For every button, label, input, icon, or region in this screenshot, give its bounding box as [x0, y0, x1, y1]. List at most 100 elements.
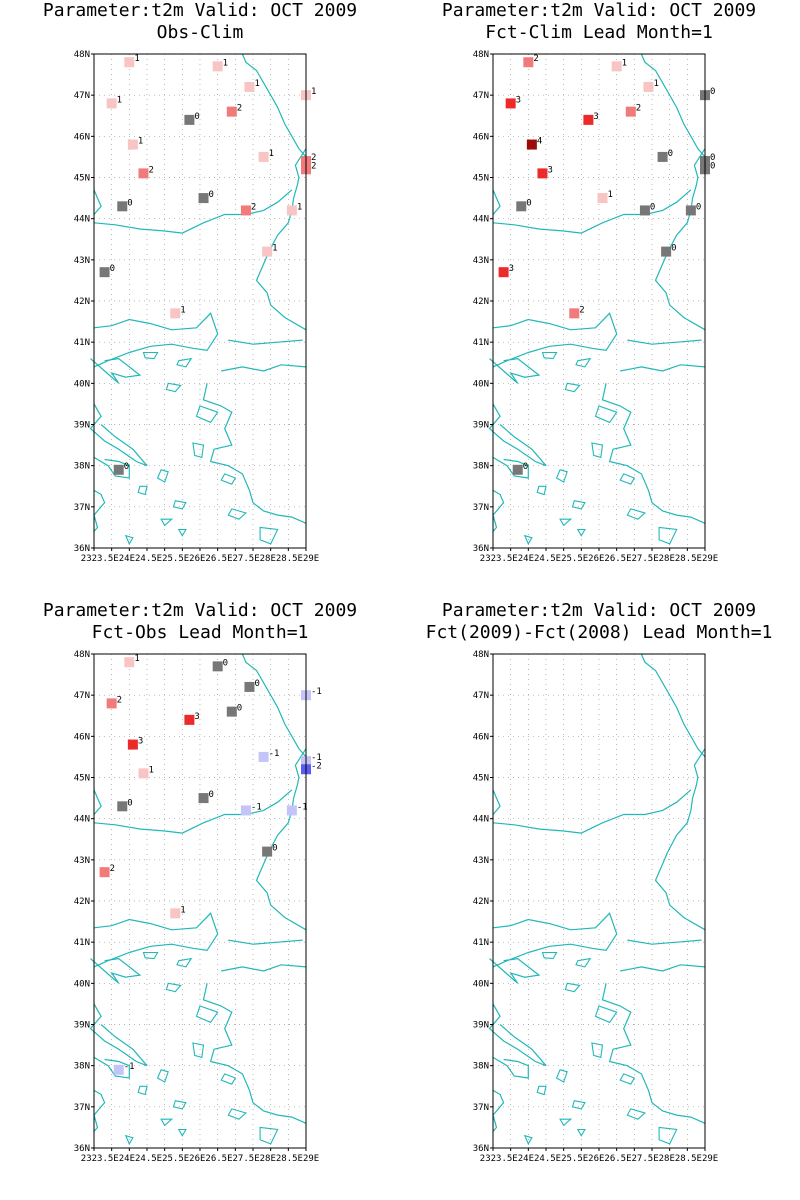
island-outline	[137, 485, 148, 496]
coastline-segment	[90, 357, 142, 384]
lat-tick-label: 36N	[473, 544, 489, 554]
island-outline	[591, 442, 604, 459]
lat-tick-label: 46N	[473, 132, 489, 142]
island-outline	[160, 1118, 174, 1127]
station-value-label: 0	[127, 798, 132, 808]
island-outline	[220, 473, 237, 485]
island-outline	[564, 982, 581, 993]
station-marker	[170, 308, 181, 319]
station-value-label: 2	[251, 202, 256, 212]
coastline-segment	[492, 489, 505, 532]
panel-title-line2: Obs-Clim	[157, 22, 244, 43]
station-value-label: -1	[251, 802, 262, 812]
station-value-label: 1	[272, 244, 277, 254]
station-marker	[127, 739, 138, 750]
station-value-label: 2	[533, 54, 538, 64]
map-panel-fct-clim: Parameter:t2m Valid: OCT 2009 Fct-Clim L…	[442, 0, 756, 564]
coastline	[488, 653, 706, 1146]
station-marker	[113, 1064, 124, 1075]
station-value-label: 0	[209, 790, 214, 800]
coastline-segment	[492, 189, 692, 234]
coastline-segment	[492, 456, 529, 479]
map-grid	[493, 654, 705, 1148]
longitude-axis-labels: 2323.5E24E24.5E25.5E26E26.5E27.5E28E28.5…	[81, 554, 319, 564]
station-marker	[124, 657, 135, 668]
station-marker	[498, 267, 509, 278]
coastline-segment	[241, 653, 307, 758]
coastline-segment	[93, 1056, 130, 1079]
coastline-segment	[492, 189, 501, 215]
island-outline	[571, 500, 586, 510]
island-outline	[575, 957, 592, 968]
island-outline	[536, 1085, 547, 1096]
coastline-segment	[489, 957, 541, 984]
station-marker	[226, 106, 237, 117]
lat-tick-label: 38N	[74, 462, 90, 472]
coastline-segment	[492, 312, 618, 368]
station-value-label: 2	[117, 695, 122, 705]
lat-tick-label: 48N	[74, 50, 90, 60]
station-marker	[516, 201, 527, 212]
coastline-segment	[492, 789, 501, 815]
station-value-label: 1	[608, 190, 613, 200]
coastline-segment	[601, 383, 706, 524]
station-marker	[99, 867, 110, 878]
station-value-label: 3	[194, 712, 199, 722]
island-outline	[165, 982, 182, 993]
coastline-segment	[627, 939, 702, 945]
lat-tick-label: 47N	[473, 691, 489, 701]
coastline-segment	[221, 364, 307, 372]
station-value-label: 0	[124, 462, 129, 472]
island-outline	[156, 1069, 169, 1083]
coastline-segment	[93, 789, 102, 815]
station-marker	[198, 793, 209, 804]
station-value-label: 1	[134, 654, 139, 664]
island-outline	[658, 1126, 678, 1145]
island-outline	[259, 526, 279, 545]
station-marker	[244, 81, 255, 92]
lat-tick-label: 46N	[473, 732, 489, 742]
station-marker	[537, 168, 548, 179]
map-grid	[493, 54, 705, 548]
station-marker	[117, 801, 128, 812]
island-outline	[576, 528, 586, 537]
island-outline	[541, 951, 558, 960]
station-marker	[198, 193, 209, 204]
lat-tick-label: 45N	[74, 774, 90, 784]
station-marker	[258, 151, 269, 162]
station-value-label: 2	[311, 153, 316, 163]
station-value-label: 0	[209, 190, 214, 200]
station-marker	[523, 57, 534, 68]
panel-title-line2: Fct-Clim Lead Month=1	[485, 22, 713, 43]
island-outline	[555, 1069, 568, 1083]
lat-tick-label: 39N	[473, 421, 489, 431]
station-value-label: 1	[622, 58, 627, 68]
lat-tick-label: 38N	[473, 1062, 489, 1072]
station-value-label: 0	[194, 112, 199, 122]
lat-tick-label: 41N	[473, 938, 489, 948]
station-marker	[262, 846, 273, 857]
station-value-label: 0	[710, 87, 715, 97]
coastline-segment	[93, 489, 106, 532]
station-marker	[512, 464, 523, 475]
coastline-segment	[93, 189, 102, 215]
longitude-axis-labels: 2323.5E24E24.5E25.5E26E26.5E27.5E28E28.5…	[81, 1154, 319, 1164]
lat-tick-label: 38N	[74, 1062, 90, 1072]
station-marker	[661, 246, 672, 257]
station-marker	[106, 698, 117, 709]
coastline-segment	[492, 1056, 529, 1079]
coastline-segment	[492, 912, 618, 968]
panel-title-line1: Parameter:t2m Valid: OCT 2009	[43, 600, 357, 621]
coastline-segment	[488, 403, 547, 467]
island-outline	[142, 351, 159, 360]
station-value-label: -1	[269, 749, 280, 759]
station-value-label: 2	[579, 305, 584, 315]
station-marker	[611, 61, 622, 72]
station-value-label: 0	[127, 198, 132, 208]
station-value-label: 3	[509, 264, 514, 274]
island-outline	[619, 473, 636, 485]
station-value-label: 1	[269, 149, 274, 159]
